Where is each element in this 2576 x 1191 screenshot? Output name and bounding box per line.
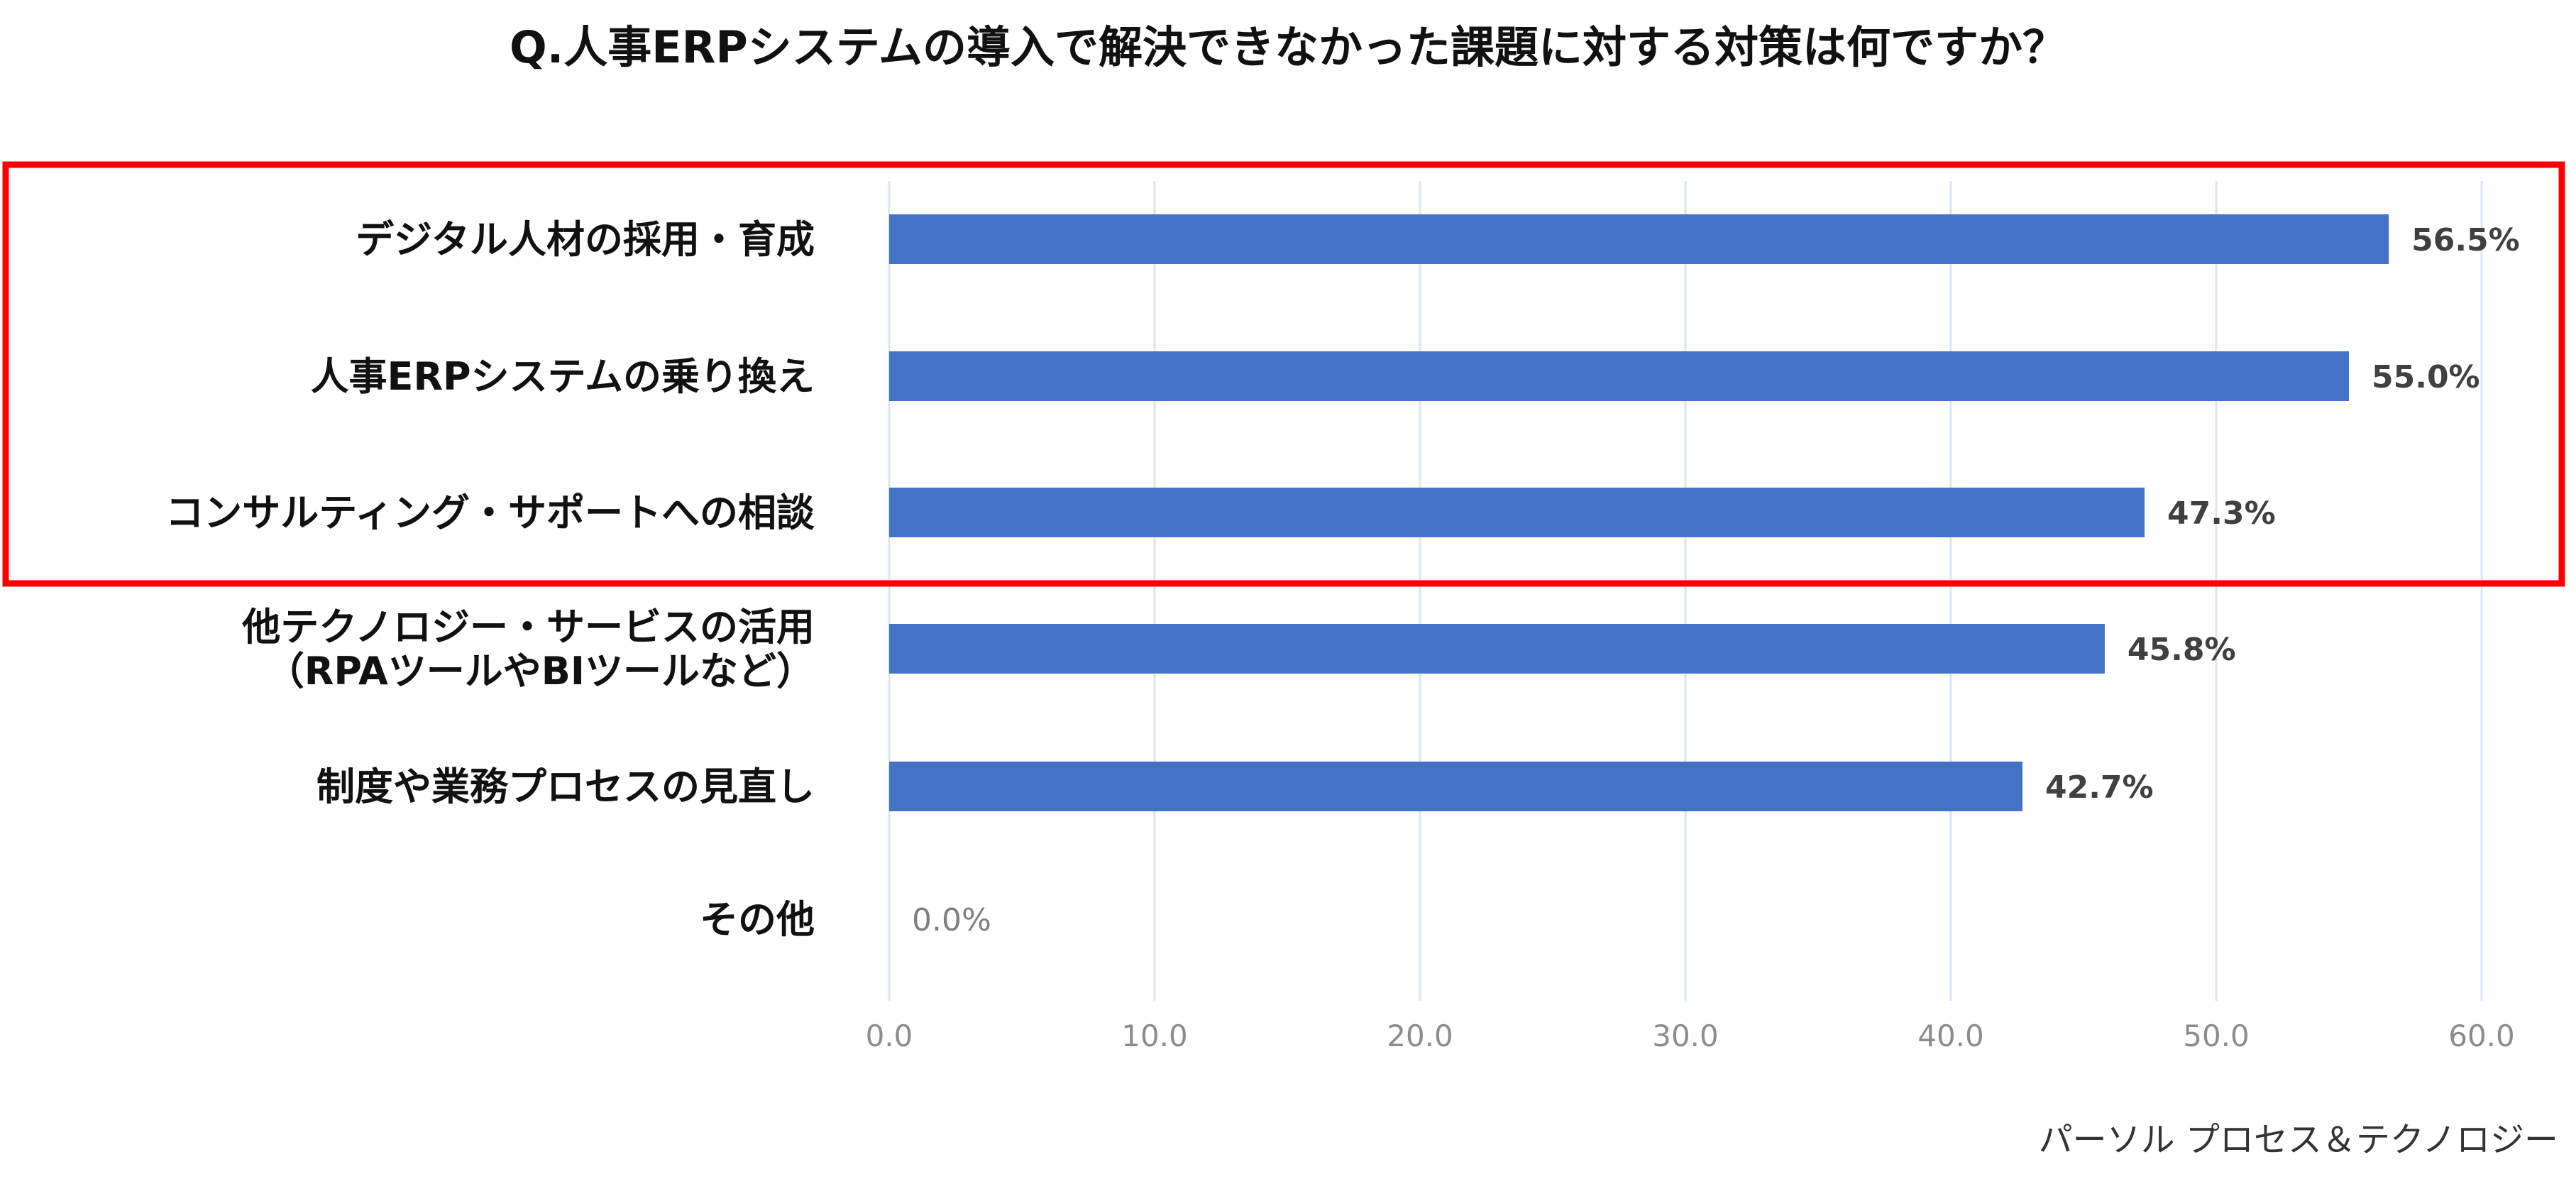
bar [889, 624, 2105, 674]
category-label: コンサルティング・サポートへの相談 [165, 490, 815, 535]
value-label: 45.8% [2128, 632, 2236, 668]
value-label: 56.5% [2411, 222, 2520, 258]
value-label: 55.0% [2372, 359, 2480, 395]
value-label: 47.3% [2167, 495, 2276, 532]
bar [889, 351, 2349, 401]
category-labels: デジタル人材の採用・育成人事ERPシステムの乗り換えコンサルティング・サポートへ… [165, 217, 815, 942]
grid-layer [888, 181, 2483, 1001]
value-label: 0.0% [912, 902, 991, 938]
bar [889, 214, 2389, 264]
bar-layer [889, 214, 2389, 811]
x-axis-ticks: 0.0 10.0 20.0 30.0 40.0 50.0 60.0 [866, 1019, 2515, 1053]
highlight-box [2, 161, 2565, 587]
source-credit: パーソル プロセス＆テクノロジー [2039, 1120, 2558, 1160]
bar [889, 762, 2022, 811]
category-label: （RPAツールやBIツールなど） [266, 649, 815, 693]
value-label: 42.7% [2045, 769, 2154, 806]
x-tick-label: 10.0 [1121, 1019, 1188, 1053]
x-tick-label: 30.0 [1652, 1019, 1719, 1053]
value-labels: 56.5% 55.0% 47.3% 45.8% 42.7% 0.0% [912, 222, 2520, 938]
category-label: デジタル人材の採用・育成 [356, 217, 815, 262]
x-tick-label: 40.0 [1917, 1019, 1984, 1053]
category-label: 人事ERPシステムの乗り換え [311, 354, 815, 399]
x-tick-label: 20.0 [1387, 1019, 1453, 1053]
category-label: 制度や業務プロセスの見直し [317, 764, 815, 809]
x-tick-label: 50.0 [2183, 1019, 2250, 1053]
category-label: 他テクノロジー・サービスの活用 [241, 605, 815, 649]
x-tick-label: 0.0 [866, 1019, 913, 1053]
bar [889, 488, 2145, 537]
category-label: その他 [700, 897, 815, 942]
chart-title: Q.人事ERPシステムの導入で解決できなかった課題に対する対策は何ですか？ [510, 21, 2066, 73]
x-tick-label: 60.0 [2448, 1019, 2515, 1053]
